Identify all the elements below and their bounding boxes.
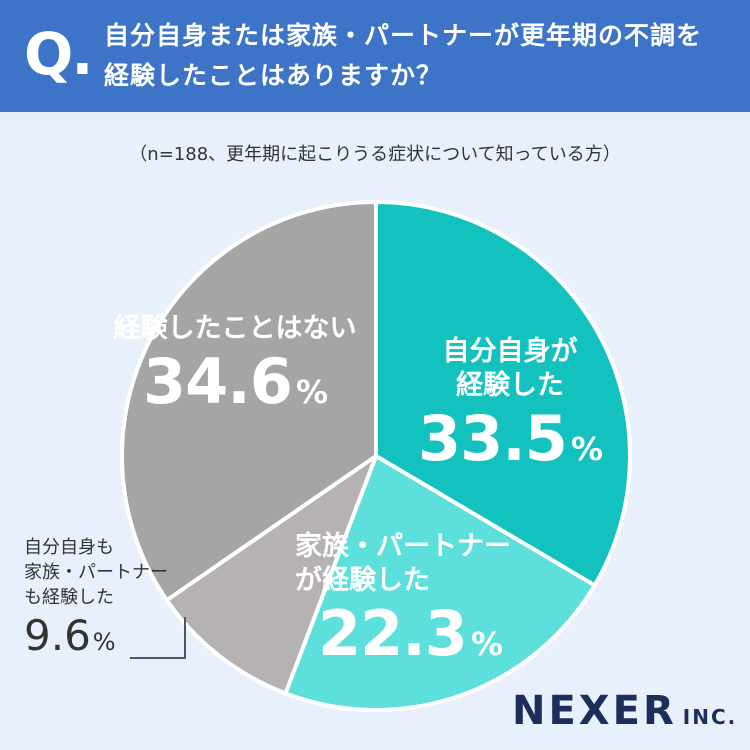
slice-label-both-line3: も経験した [24, 587, 114, 608]
nexer-logo: NEXER INC. [512, 688, 738, 734]
slice-value-none: 34.6% [142, 345, 328, 418]
pie-slice-both [164, 454, 378, 696]
slice-value-both: 9.6% [24, 611, 116, 660]
slice-label-family: 家族・パートナー が経験した 22.3% [285, 530, 535, 680]
slice-value-family: 22.3% [317, 597, 503, 670]
question-line-1: 自分自身または家族・パートナーが更年期の不調を [104, 21, 703, 50]
leader-line [130, 617, 186, 659]
slice-label-self-line2: 経験した [456, 370, 564, 401]
slice-label-self-line1: 自分自身が [442, 336, 578, 367]
q-mark: Q. [24, 20, 93, 88]
pie-slice-none [120, 200, 378, 603]
slice-label-family-line1: 家族・パートナー [295, 531, 511, 562]
pie-slice-family [283, 454, 597, 712]
slice-label-self: 自分自身が 経験した 33.5% [405, 335, 615, 485]
question-line-2: 経験したことはありますか？ [104, 61, 443, 90]
slice-label-none: 経験したことはない 34.6% [95, 312, 375, 428]
sample-note: （n=188、更年期に起こりうる症状について知っている方） [129, 144, 621, 165]
slice-label-none-line1: 経験したことはない [113, 313, 357, 344]
slice-label-both-line2: 家族・パートナー [24, 562, 168, 583]
question-text: 自分自身または家族・パートナーが更年期の不調を 経験したことはありますか？ [104, 16, 734, 96]
slice-label-both: 自分自身も 家族・パートナー も経験した 9.6% [24, 535, 224, 668]
question-header: Q. 自分自身または家族・パートナーが更年期の不調を 経験したことはありますか？ [0, 0, 750, 112]
slice-label-both-line1: 自分自身も [24, 537, 114, 558]
slice-label-family-line2: が経験した [295, 565, 430, 596]
slice-value-self: 33.5% [417, 402, 603, 475]
pie-slice-self [374, 200, 632, 588]
